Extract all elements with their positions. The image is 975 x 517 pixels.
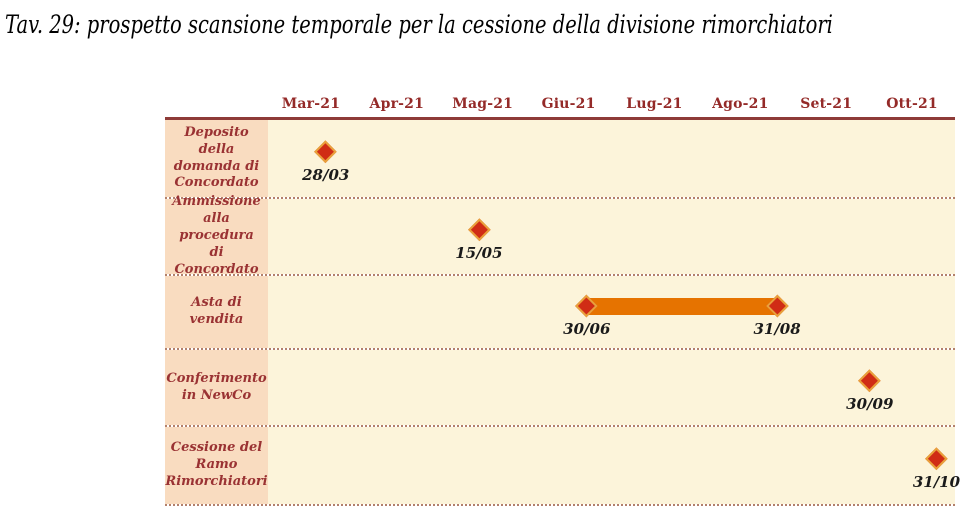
milestone-diamond-icon (575, 294, 599, 318)
row-label: Deposito della domanda di Concordato (165, 120, 268, 197)
milestone-diamond-icon (467, 217, 491, 241)
milestone-diamond-icon (858, 368, 882, 392)
row-label: Cessione del Ramo Rimorchiatori (165, 427, 268, 504)
row-timeline-cell: 30/09 (268, 350, 955, 425)
milestone-diamond-box (466, 216, 492, 242)
milestone-diamond-icon (765, 294, 789, 318)
milestone-date: 31/10 (912, 472, 961, 491)
gantt-row: Cessione del Ramo Rimorchiatori 31/10 (165, 427, 960, 506)
auction-period-bar (586, 298, 778, 315)
month-header: Mag-21 (452, 96, 514, 112)
row-label: Conferimento in NewCo (165, 350, 268, 425)
gantt-row: Asta di vendita 30/06 31/08 (165, 276, 955, 350)
milestone: 28/03 (302, 138, 349, 183)
month-header: Mar-21 (281, 96, 341, 112)
milestone-date: 28/03 (302, 165, 350, 184)
milestone-diamond-box (857, 367, 883, 393)
milestone: 31/10 (913, 445, 960, 490)
gantt-row: Ammissione alla procedura di Concordato 1… (165, 194, 955, 277)
milestone-date: 15/05 (455, 243, 503, 262)
month-header: Ago-21 (712, 96, 769, 112)
month-header: Ott-21 (886, 96, 938, 112)
month-header: Lug-21 (626, 96, 683, 112)
month-header-cells: Mar-21 Apr-21 Mag-21 Giu-21 Lug-21 Ago-21 Set-… (268, 96, 955, 117)
milestone-date: 30/09 (846, 394, 894, 413)
milestone-diamond-icon (314, 139, 338, 163)
month-header: Set-21 (800, 96, 853, 112)
milestone-diamond-box (923, 445, 949, 471)
row-label: Ammissione alla procedura di Concordato (165, 194, 268, 277)
row-timeline-cell: 15/05 (268, 199, 955, 274)
month-header: Giu-21 (541, 96, 596, 112)
month-header: Apr-21 (369, 96, 425, 112)
gantt-timeline-table: Mar-21 Apr-21 Mag-21 Giu-21 Lug-21 Ago-21 Set-… (165, 88, 960, 506)
milestone-diamond-box (764, 293, 790, 319)
row-timeline-cell: 30/06 31/08 (268, 276, 955, 348)
milestone-date: 31/08 (753, 320, 801, 338)
milestone: 30/09 (846, 367, 893, 412)
row-timeline-cell: 28/03 (268, 120, 955, 197)
milestone: 31/08 (753, 293, 801, 338)
milestone: 15/05 (455, 216, 503, 262)
gantt-rows: Deposito della domanda di Concordato 28/0… (165, 120, 960, 506)
milestone-date: 30/06 (563, 320, 611, 338)
milestone-diamond-icon (925, 446, 948, 470)
month-header-row: Mar-21 Apr-21 Mag-21 Giu-21 Lug-21 Ago-21 Set-… (165, 88, 955, 120)
figure-title: Tav. 29: prospetto scansione temporale p… (5, 10, 833, 39)
milestone: 30/06 (563, 293, 610, 338)
row-label: Asta di vendita (165, 276, 268, 348)
milestone-diamond-box (313, 138, 339, 164)
milestone-diamond-box (574, 293, 600, 319)
row-timeline-cell: 31/10 (268, 427, 960, 504)
gantt-row: Conferimento in NewCo 30/09 (165, 350, 955, 427)
gantt-row: Deposito della domanda di Concordato 28/0… (165, 120, 955, 199)
